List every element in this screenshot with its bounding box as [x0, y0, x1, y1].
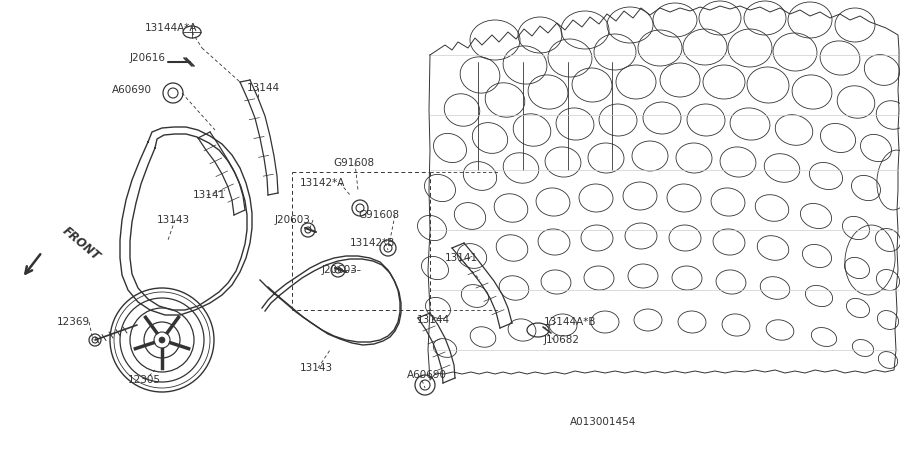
Text: 13142*A: 13142*A	[300, 178, 346, 188]
Text: G91608: G91608	[358, 210, 399, 220]
Text: 13141: 13141	[445, 253, 478, 263]
Text: A013001454: A013001454	[570, 417, 636, 427]
Text: 13144A*A: 13144A*A	[145, 23, 197, 33]
Text: 12369: 12369	[57, 317, 90, 327]
Text: G91608: G91608	[333, 158, 374, 168]
Text: J20603: J20603	[322, 265, 358, 275]
Text: J20616: J20616	[130, 53, 166, 63]
Text: 12305: 12305	[128, 375, 161, 385]
Text: 13142*B: 13142*B	[350, 238, 395, 248]
Text: J10682: J10682	[544, 335, 580, 345]
Text: A60690: A60690	[407, 370, 447, 380]
Text: 13143: 13143	[157, 215, 190, 225]
Text: 13141: 13141	[193, 190, 226, 200]
Text: J20603: J20603	[275, 215, 310, 225]
Text: 13144: 13144	[247, 83, 280, 93]
Text: 13144A*B: 13144A*B	[544, 317, 597, 327]
Text: FRONT: FRONT	[60, 225, 103, 263]
Text: 13143: 13143	[300, 363, 333, 373]
Circle shape	[159, 337, 165, 343]
Text: 13144: 13144	[417, 315, 450, 325]
Text: A60690: A60690	[112, 85, 152, 95]
